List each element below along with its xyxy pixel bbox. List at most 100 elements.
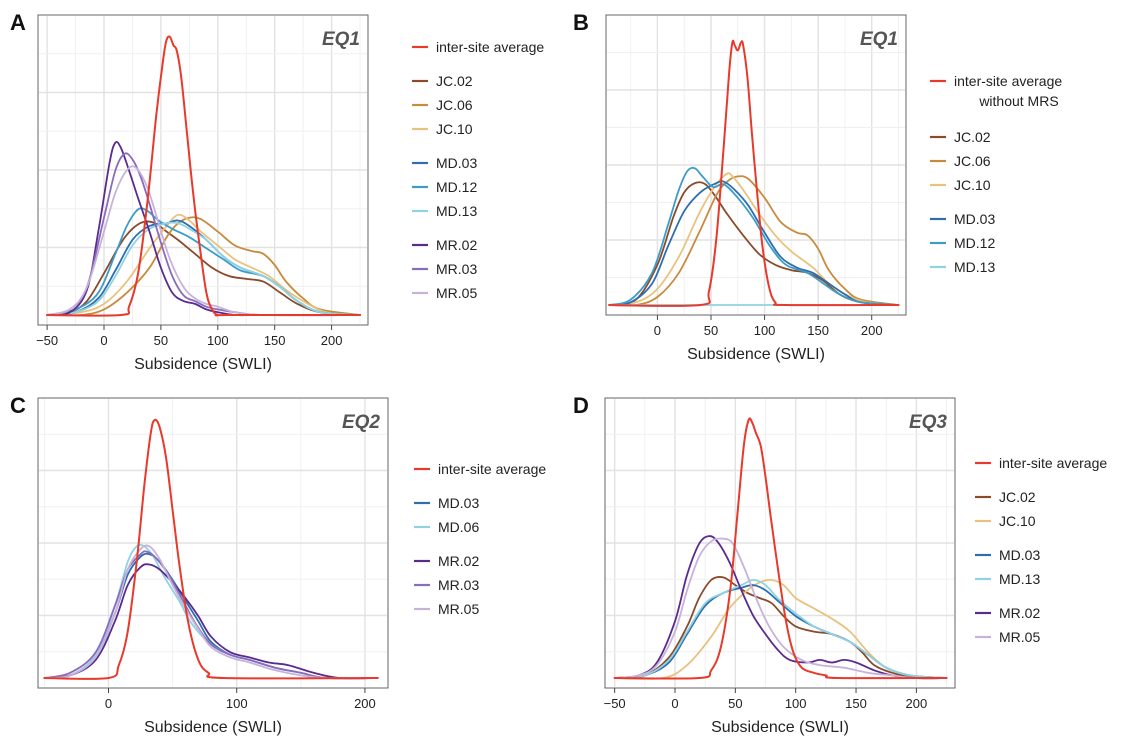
panel-eq-label: EQ3 (909, 412, 947, 433)
series-line-jc-10 (613, 578, 948, 680)
legend-label: MR.05 (436, 285, 477, 301)
x-axis: −50 0 50 100 150 200 Subsidence (SWLI) (36, 325, 342, 373)
x-tick-label: 150 (807, 323, 829, 338)
panel-letter: B (573, 10, 589, 35)
legend-label: JC.10 (436, 121, 473, 137)
panel-letter: C (10, 393, 26, 418)
x-axis-title: Subsidence (SWLI) (134, 356, 272, 373)
x-tick-label: 0 (105, 696, 112, 711)
legend: inter-site average MD.03 MD.06 MR.02 MR.03 MR… (414, 461, 546, 617)
series-line-jc-02 (608, 181, 900, 306)
panel-c: C EQ2 0 100 200 Subsidence (SWLI) inter-site a… (10, 393, 546, 736)
legend-label: MD.06 (438, 519, 479, 535)
legend-label: inter-site average (954, 73, 1062, 89)
legend-label: MR.05 (438, 601, 479, 617)
x-axis: 0 50 100 150 200 Subsidence (SWLI) (654, 315, 883, 363)
legend-label: MD.13 (999, 571, 1040, 587)
series-line-mr-05 (46, 165, 361, 317)
x-tick-label: 150 (264, 333, 286, 348)
gridlines (39, 399, 387, 687)
series-line-inter-site-average-without-mrs (608, 39, 900, 307)
legend-label: MD.13 (436, 203, 477, 219)
x-tick-label: 50 (704, 323, 718, 338)
legend-label: JC.06 (954, 153, 991, 169)
series-lines (613, 417, 948, 680)
x-axis: 0 100 200 Subsidence (SWLI) (105, 688, 376, 736)
gridlines (606, 399, 954, 687)
series-line-jc-10 (46, 213, 361, 316)
legend-label: MR.03 (436, 261, 477, 277)
series-line-mr-03 (46, 152, 361, 317)
x-tick-label: 50 (728, 696, 742, 711)
panel-letter: A (10, 10, 26, 35)
panel-d: D EQ3 −50 0 50 100 150 200 Subsidence (SWLI) inte… (573, 393, 1107, 736)
legend-label: MR.05 (999, 629, 1040, 645)
x-tick-label: 0 (100, 333, 107, 348)
series-line-inter-site-average (46, 35, 361, 317)
legend: inter-site average JC.02 JC.06 JC.10 MD.03 MD… (412, 39, 544, 301)
series-line-mr-02 (43, 563, 379, 680)
x-axis-title: Subsidence (SWLI) (711, 719, 849, 736)
x-tick-label: 150 (845, 696, 867, 711)
x-axis-title: Subsidence (SWLI) (144, 719, 282, 736)
gridlines (39, 16, 367, 324)
x-tick-label: 200 (321, 333, 343, 348)
legend-label: JC.02 (954, 129, 991, 145)
panel-a: A EQ1 −50 0 50 100 150 200 Subsidence (SWLI) inte… (10, 10, 544, 373)
x-axis: −50 0 50 100 150 200 Subsidence (SWLI) (604, 688, 928, 736)
series-line-md-03 (608, 180, 900, 306)
legend-label: JC.10 (954, 177, 991, 193)
panel-letter: D (573, 393, 589, 418)
legend-label: JC.02 (436, 73, 473, 89)
x-tick-label: 100 (207, 333, 229, 348)
x-tick-label: 200 (354, 696, 376, 711)
legend: inter-site average JC.02 JC.10 MD.03 MD.13 MR… (975, 455, 1107, 645)
series-line-md-13 (613, 579, 948, 679)
legend-label: MD.03 (954, 211, 995, 227)
legend: inter-site average without MRS JC.02 JC.06 J… (930, 73, 1062, 275)
series-line-jc-02 (613, 576, 948, 680)
x-tick-label: 0 (654, 323, 661, 338)
series-line-mr-03 (43, 550, 379, 680)
legend-label: MR.03 (438, 577, 479, 593)
x-tick-label: 200 (906, 696, 928, 711)
x-tick-label: −50 (36, 333, 58, 348)
panel-b: B EQ1 0 50 100 150 200 Subsidence (SWLI) inter-s… (573, 10, 1062, 363)
series-line-jc-02 (46, 220, 361, 316)
legend-label: inter-site average (438, 461, 546, 477)
legend-label-line2: without MRS (978, 93, 1058, 109)
legend-label: MD.12 (954, 235, 995, 251)
panel-eq-label: EQ1 (322, 29, 360, 50)
legend-label: MR.02 (438, 553, 479, 569)
x-tick-label: 0 (671, 696, 678, 711)
legend-label: MD.12 (436, 179, 477, 195)
series-line-jc-06 (46, 216, 361, 317)
x-axis-title: Subsidence (SWLI) (687, 346, 825, 363)
series-line-mr-05 (43, 544, 379, 680)
legend-label: MR.02 (999, 605, 1040, 621)
x-tick-label: 100 (785, 696, 807, 711)
legend-label: MD.03 (436, 155, 477, 171)
series-lines (46, 35, 361, 317)
legend-label: MD.13 (954, 259, 995, 275)
legend-label: JC.02 (999, 489, 1036, 505)
legend-label: JC.10 (999, 513, 1036, 529)
x-tick-label: 100 (226, 696, 248, 711)
x-tick-label: 50 (154, 333, 168, 348)
x-tick-label: 200 (861, 323, 883, 338)
panel-eq-label: EQ1 (860, 29, 898, 50)
series-lines (608, 39, 900, 307)
legend-label: MR.02 (436, 237, 477, 253)
panel-eq-label: EQ2 (342, 412, 380, 433)
series-line-mr-02 (613, 535, 948, 680)
x-tick-label: 100 (754, 323, 776, 338)
series-line-mr-05 (613, 537, 948, 680)
x-tick-label: −50 (604, 696, 626, 711)
series-line-md-13 (46, 221, 361, 316)
series-line-inter-site-average (613, 417, 948, 680)
series-line-md-12 (608, 166, 900, 306)
series-line-mr-02 (46, 140, 361, 317)
series-line-inter-site-average (43, 418, 379, 680)
legend-label: JC.06 (436, 97, 473, 113)
